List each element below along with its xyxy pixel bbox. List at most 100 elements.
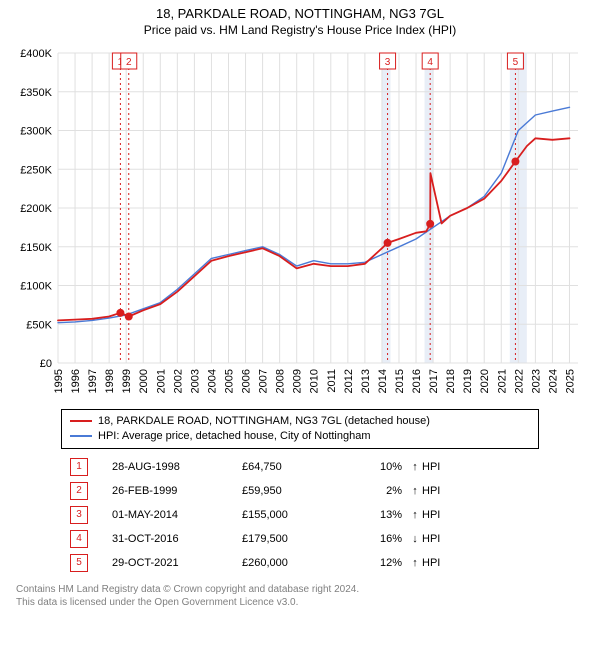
transaction-date: 29-OCT-2021: [112, 557, 242, 569]
tx-marker-label: 5: [513, 57, 519, 68]
transaction-date: 31-OCT-2016: [112, 533, 242, 545]
x-tick-label: 2010: [309, 369, 321, 393]
x-tick-label: 2019: [462, 369, 474, 393]
x-tick-label: 1996: [70, 369, 82, 393]
y-tick-label: £0: [40, 358, 52, 370]
transaction-price: £64,750: [242, 461, 352, 473]
x-tick-label: 2007: [258, 369, 270, 393]
y-tick-label: £100K: [20, 281, 52, 293]
tx-marker-label: 3: [385, 57, 391, 68]
title: 18, PARKDALE ROAD, NOTTINGHAM, NG3 7GL: [10, 6, 590, 21]
x-tick-label: 2014: [377, 369, 389, 393]
transactions-table: 128-AUG-1998£64,75010%↑HPI226-FEB-1999£5…: [70, 455, 530, 575]
transaction-delta: 10%: [352, 461, 402, 473]
x-tick-label: 2015: [394, 369, 406, 393]
transaction-arrow: ↑: [408, 485, 422, 497]
transaction-row: 2 26-FEB-1999£59,9502% ↑HPI: [70, 479, 530, 503]
transaction-marker: 2: [70, 482, 88, 500]
chart-svg: £0 £50K £100K £150K £200K £250K £300K £350K £400…: [10, 43, 590, 403]
x-tick-label: 2023: [530, 369, 542, 393]
transaction-marker: 5: [70, 554, 88, 572]
x-tick-label: 2020: [479, 369, 491, 393]
y-tick-label: £200K: [20, 203, 52, 215]
x-tick-label: 2016: [411, 369, 423, 393]
transaction-marker: 1: [70, 458, 88, 476]
legend-row-hpi: HPI: Average price, detached house, City…: [70, 429, 530, 444]
x-tick-label: 2011: [326, 369, 338, 393]
legend-row-property: 18, PARKDALE ROAD, NOTTINGHAM, NG3 7GL (…: [70, 414, 530, 429]
transaction-date: 26-FEB-1999: [112, 485, 242, 497]
transaction-date: 01-MAY-2014: [112, 509, 242, 521]
footer-line-2: This data is licensed under the Open Gov…: [16, 596, 584, 610]
legend-label-property: 18, PARKDALE ROAD, NOTTINGHAM, NG3 7GL (…: [98, 414, 430, 429]
transaction-delta: 12%: [352, 557, 402, 569]
x-tick-label: 2006: [241, 369, 253, 393]
x-tick-label: 2012: [343, 369, 355, 393]
x-tick-label: 2003: [189, 369, 201, 393]
transaction-hpi: HPI: [422, 485, 452, 497]
footer: Contains HM Land Registry data © Crown c…: [16, 583, 584, 610]
tx-dot: [116, 309, 124, 317]
transaction-price: £59,950: [242, 485, 352, 497]
x-tick-label: 2024: [547, 369, 559, 393]
tx-dot: [426, 220, 434, 228]
x-tick-label: 2000: [138, 369, 150, 393]
transaction-arrow: ↓: [408, 533, 422, 545]
legend: 18, PARKDALE ROAD, NOTTINGHAM, NG3 7GL (…: [61, 409, 539, 449]
x-tick-label: 2005: [223, 369, 235, 393]
transaction-price: £155,000: [242, 509, 352, 521]
x-tick-label: 2009: [292, 369, 304, 393]
y-tick-label: £150K: [20, 242, 52, 254]
tx-dot: [125, 313, 133, 321]
tx-dot: [384, 239, 392, 247]
transaction-hpi: HPI: [422, 461, 452, 473]
tx-marker-label: 4: [427, 57, 433, 68]
transaction-hpi: HPI: [422, 533, 452, 545]
transaction-price: £179,500: [242, 533, 352, 545]
x-tick-label: 2004: [206, 369, 218, 393]
footer-line-1: Contains HM Land Registry data © Crown c…: [16, 583, 584, 597]
y-tick-label: £300K: [20, 126, 52, 138]
y-tick-label: £400K: [20, 48, 52, 60]
page: 18, PARKDALE ROAD, NOTTINGHAM, NG3 7GL P…: [0, 0, 600, 616]
y-tick-label: £250K: [20, 164, 52, 176]
y-tick-label: £350K: [20, 87, 52, 99]
transaction-row: 3 01-MAY-2014£155,00013% ↑HPI: [70, 503, 530, 527]
y-tick-label: £50K: [26, 319, 52, 331]
chart: £0 £50K £100K £150K £200K £250K £300K £350K £400…: [10, 43, 590, 403]
transaction-price: £260,000: [242, 557, 352, 569]
transaction-row: 1 28-AUG-1998£64,75010% ↑HPI: [70, 455, 530, 479]
x-tick-label: 2017: [428, 369, 440, 393]
x-tick-label: 2021: [496, 369, 508, 393]
transaction-row: 5 29-OCT-2021£260,00012% ↑HPI: [70, 551, 530, 575]
transaction-date: 28-AUG-1998: [112, 461, 242, 473]
transaction-hpi: HPI: [422, 509, 452, 521]
x-tick-label: 2008: [275, 369, 287, 393]
x-tick-label: 2022: [513, 369, 525, 393]
x-tick-label: 2025: [564, 369, 576, 393]
transaction-hpi: HPI: [422, 557, 452, 569]
transaction-arrow: ↑: [408, 557, 422, 569]
x-tick-label: 2002: [172, 369, 184, 393]
x-tick-label: 1999: [121, 369, 133, 393]
tx-dot: [511, 158, 519, 166]
legend-label-hpi: HPI: Average price, detached house, City…: [98, 429, 371, 444]
transaction-marker: 4: [70, 530, 88, 548]
x-tick-label: 1995: [53, 369, 65, 393]
transaction-delta: 16%: [352, 533, 402, 545]
tx-marker-label: 2: [126, 57, 132, 68]
x-tick-label: 1998: [104, 369, 116, 393]
transaction-arrow: ↑: [408, 461, 422, 473]
legend-swatch-property: [70, 420, 92, 422]
transaction-arrow: ↑: [408, 509, 422, 521]
x-tick-label: 2001: [155, 369, 167, 393]
x-tick-label: 2018: [445, 369, 457, 393]
transaction-row: 4 31-OCT-2016£179,50016% ↓HPI: [70, 527, 530, 551]
x-tick-label: 2013: [360, 369, 372, 393]
transaction-delta: 2%: [352, 485, 402, 497]
legend-swatch-hpi: [70, 435, 92, 437]
subtitle: Price paid vs. HM Land Registry's House …: [10, 23, 590, 37]
transaction-delta: 13%: [352, 509, 402, 521]
x-tick-label: 1997: [87, 369, 99, 393]
transaction-marker: 3: [70, 506, 88, 524]
